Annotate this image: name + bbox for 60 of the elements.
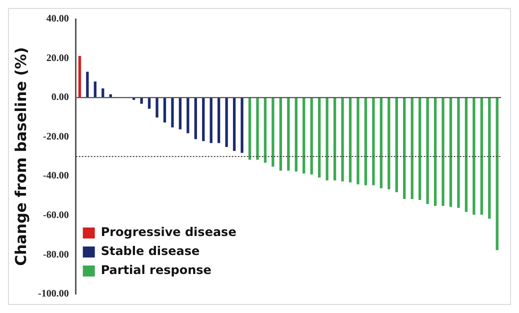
bar [472,97,476,215]
legend-label: Progressive disease [100,225,236,240]
bar [341,97,344,182]
legend-label: Partial response [100,263,212,278]
y-tick-label: 40.00 [46,14,69,25]
bar [194,97,197,140]
y-tick-label: -100.00 [38,288,69,300]
y-axis-title: Change from baseline (%) [12,47,30,266]
bar [140,97,143,104]
bar [218,97,220,144]
y-tick-label: 20.00 [46,52,69,64]
bar [480,97,484,215]
bar [403,97,406,200]
bar [232,97,236,151]
bar [256,97,259,160]
bar [186,97,190,134]
bar [333,97,336,180]
bar [457,97,460,208]
bar [240,97,244,153]
y-tick-label: 0.00 [51,92,69,104]
bar [78,56,82,98]
legend-label: Stable disease [100,244,200,258]
bar [410,97,414,200]
y-tick-label: -80.00 [42,249,69,260]
bar [272,97,274,167]
y-tick-label: -40.00 [42,170,69,182]
bar [318,97,321,178]
bar [364,97,368,186]
bar [372,97,375,186]
bar [294,97,298,172]
bar [210,97,212,144]
bar [388,97,390,190]
y-tick-label: -60.00 [42,210,69,222]
bar [264,97,267,163]
bar [202,97,205,142]
bar [302,97,306,174]
bar [348,97,352,182]
bar [171,97,174,128]
bar [178,97,182,130]
bar [464,97,468,212]
y-tick-label: -20.00 [42,131,69,142]
bar [449,97,452,207]
bar [156,97,158,118]
bar [426,97,429,204]
bar [496,97,498,250]
bar [395,97,398,192]
bar [418,97,422,200]
bar [488,97,491,219]
bar [434,97,437,206]
bar [442,97,444,206]
bar [225,97,228,148]
bar [279,97,282,171]
bar [86,72,89,98]
bar [380,97,383,188]
bar [326,97,328,180]
bar [163,97,166,122]
bar [248,97,252,160]
bar [310,97,313,175]
bar [356,97,360,184]
bar [287,97,290,171]
